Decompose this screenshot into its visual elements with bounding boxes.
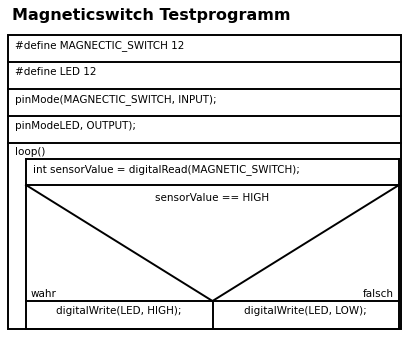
Text: int sensorValue = digitalRead(MAGNETIC_SWITCH);: int sensorValue = digitalRead(MAGNETIC_S… xyxy=(33,164,300,175)
Text: digitalWrite(LED, HIGH);: digitalWrite(LED, HIGH); xyxy=(56,306,182,316)
Text: falsch: falsch xyxy=(363,289,394,299)
Text: Magneticswitch Testprogramm: Magneticswitch Testprogramm xyxy=(12,8,290,23)
Bar xyxy=(8,35,401,329)
Text: pinMode(MAGNECTIC_SWITCH, INPUT);: pinMode(MAGNECTIC_SWITCH, INPUT); xyxy=(15,94,217,105)
Text: pinModeLED, OUTPUT);: pinModeLED, OUTPUT); xyxy=(15,121,136,131)
Text: loop(): loop() xyxy=(15,147,45,157)
Text: wahr: wahr xyxy=(31,289,57,299)
Text: sensorValue == HIGH: sensorValue == HIGH xyxy=(155,193,270,203)
Text: digitalWrite(LED, LOW);: digitalWrite(LED, LOW); xyxy=(244,306,367,316)
Text: #define LED 12: #define LED 12 xyxy=(15,67,97,77)
Text: #define MAGNECTIC_SWITCH 12: #define MAGNECTIC_SWITCH 12 xyxy=(15,40,184,51)
